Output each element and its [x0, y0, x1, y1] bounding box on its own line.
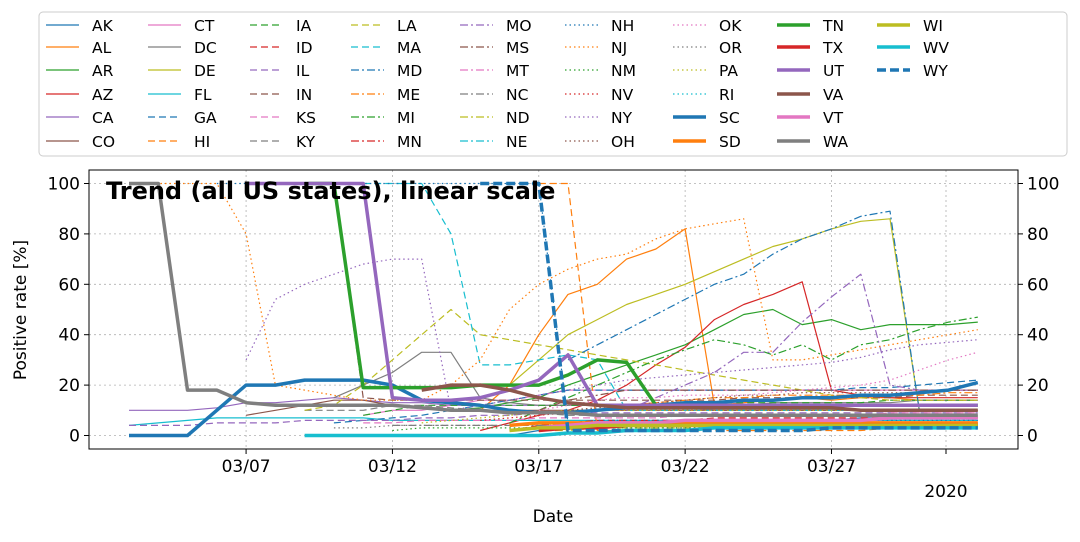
legend-label-sc: SC	[719, 109, 740, 127]
legend-label-mi: MI	[397, 109, 415, 127]
legend-label-ri: RI	[719, 86, 734, 104]
plot-frame	[88, 169, 1019, 450]
y-tick-label-right: 0	[1027, 427, 1038, 447]
legend-label-ut: UT	[823, 62, 844, 80]
legend-label-nv: NV	[611, 86, 634, 104]
y-axis-label: Positive rate [%]	[11, 240, 31, 380]
x-tick-label: 03/17	[514, 457, 563, 477]
y-tick-label-right: 80	[1027, 225, 1049, 245]
y-tick-label-right: 100	[1027, 175, 1059, 195]
series-line-md	[567, 210, 978, 411]
series-line-ok	[538, 351, 978, 411]
legend-label-wi: WI	[923, 17, 943, 35]
legend-label-ga: GA	[194, 109, 217, 127]
x-tick-label: 03/07	[222, 457, 271, 477]
legend-label-ca: CA	[92, 109, 114, 127]
legend-label-ny: NY	[611, 109, 633, 127]
legend-label-ia: IA	[296, 17, 312, 35]
legend-label-wa: WA	[823, 133, 848, 151]
legend-label-va: VA	[823, 86, 844, 104]
legend-label-wv: WV	[923, 39, 949, 57]
series-line-va	[421, 383, 978, 413]
y-tick-label-right: 60	[1027, 275, 1049, 295]
series-line-wi	[509, 423, 978, 433]
x-tick-label: 03/22	[661, 457, 710, 477]
chart-title: Trend (all US states), linear scale	[106, 177, 555, 205]
legend-label-ar: AR	[92, 62, 114, 80]
legend: AK AL AR AZ CA CO CT DC DE FL GA HI IA ID IL IN KS KY LA MA…	[46, 17, 949, 151]
plot-area	[128, 181, 979, 438]
series-line-de	[509, 218, 978, 411]
legend-label-dc: DC	[194, 39, 217, 57]
legend-label-ma: MA	[397, 39, 421, 57]
y-tick-label-left: 100	[48, 175, 80, 195]
legend-label-az: AZ	[92, 86, 113, 104]
legend-label-sd: SD	[719, 133, 741, 151]
legend-label-tn: TN	[822, 17, 844, 35]
legend-label-id: ID	[296, 39, 313, 57]
series-line-nm	[392, 427, 978, 432]
legend-label-ks: KS	[296, 109, 316, 127]
x-tick-label: 03/27	[807, 457, 856, 477]
x-tick-label: 03/12	[368, 457, 417, 477]
legend-label-nj: NJ	[611, 39, 627, 57]
legend-label-pa: PA	[719, 62, 738, 80]
legend-label-in: IN	[296, 86, 312, 104]
legend-label-ct: CT	[194, 17, 215, 35]
legend-label-vt: VT	[823, 109, 844, 127]
y-tick-label-left: 80	[58, 225, 80, 245]
legend-label-al: AL	[92, 39, 112, 57]
y-tick-label-left: 60	[58, 275, 80, 295]
legend-label-ky: KY	[296, 133, 316, 151]
series-line-mo	[626, 273, 978, 411]
legend-label-wy: WY	[923, 62, 948, 80]
series-line-vt	[538, 416, 978, 430]
series-line-me	[597, 392, 978, 411]
series-line-la	[304, 308, 978, 411]
legend-label-ms: MS	[506, 39, 529, 57]
series-line-ms	[538, 389, 978, 411]
legend-label-ok: OK	[719, 17, 742, 35]
x-year-label: 2020	[924, 482, 967, 502]
legend-label-mn: MN	[397, 133, 422, 151]
legend-label-nc: NC	[506, 86, 528, 104]
y-tick-label-left: 0	[69, 427, 80, 447]
legend-label-mt: MT	[506, 62, 529, 80]
x-axis-label: Date	[533, 507, 574, 527]
legend-label-hi: HI	[194, 133, 210, 151]
legend-label-il: IL	[296, 62, 310, 80]
legend-label-me: ME	[397, 86, 420, 104]
series-line-wa	[129, 181, 978, 418]
legend-label-nm: NM	[611, 62, 636, 80]
legend-label-co: CO	[92, 133, 115, 151]
legend-label-or: OR	[719, 39, 742, 57]
y-tick-label-left: 40	[58, 326, 80, 346]
y-tick-label-right: 40	[1027, 326, 1049, 346]
legend-label-ak: AK	[92, 17, 114, 35]
legend-label-nd: ND	[506, 109, 530, 127]
legend-label-tx: TX	[822, 39, 843, 57]
y-tick-label-right: 20	[1027, 376, 1049, 396]
legend-label-ne: NE	[506, 133, 527, 151]
y-tick-label-left: 20	[58, 376, 80, 396]
legend-label-oh: OH	[611, 133, 635, 151]
grid	[89, 170, 1018, 449]
legend-label-md: MD	[397, 62, 422, 80]
series-line-ny	[245, 258, 978, 411]
series-line-wy	[480, 181, 978, 433]
legend-label-mo: MO	[506, 17, 532, 35]
axes: 0 0 20 20 40 40 60 60 80 80 100 100 03/07 03/12 03/17 0…	[48, 175, 1060, 478]
legend-label-la: LA	[397, 17, 417, 35]
legend-label-nh: NH	[611, 17, 634, 35]
legend-label-fl: FL	[194, 86, 212, 104]
legend-label-de: DE	[194, 62, 216, 80]
